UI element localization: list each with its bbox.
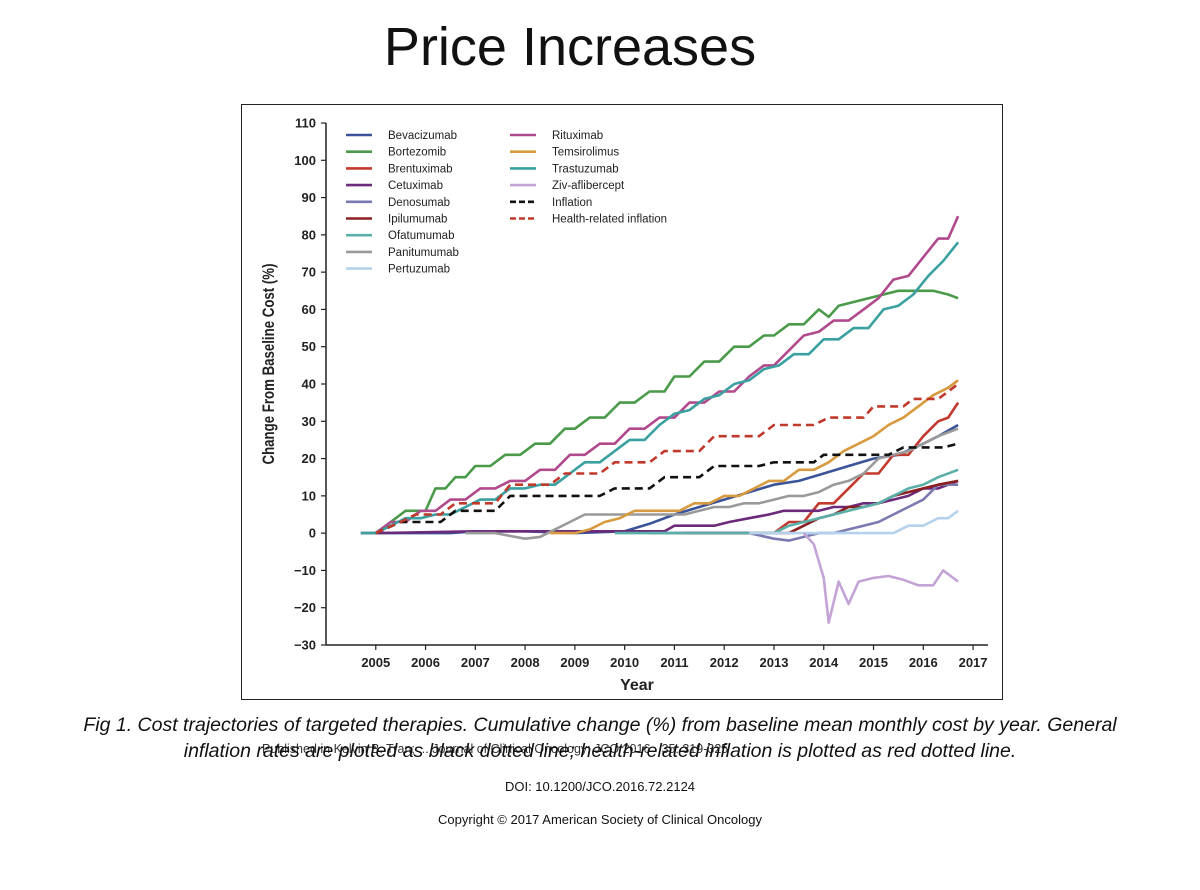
citation-overlay: Published in Kelvin B. Tran; ... Journal… (262, 742, 729, 756)
x-tick-label: 2015 (859, 655, 888, 670)
series-line-ofatumumab (614, 468, 959, 535)
y-tick-label: −30 (294, 638, 316, 653)
y-tick-label: −20 (294, 600, 316, 615)
legend-label: Bevacizumab (388, 130, 457, 142)
legend-label: Rituximab (552, 130, 603, 142)
figure-caption-line-2: inflation rates are plotted as black dot… (183, 740, 1017, 762)
y-tick-label: 80 (302, 227, 316, 242)
legend-label: Trastuzumab (552, 163, 619, 175)
y-tick-label: 10 (302, 488, 316, 503)
legend-label: Ziv-aflibercept (552, 180, 625, 192)
series-line-inflation (375, 442, 959, 535)
x-tick-label: 2011 (660, 655, 688, 670)
legend-label: Brentuximab (388, 163, 453, 175)
legend-label: Cetuximab (388, 180, 443, 192)
series-line-bevacizumab (375, 423, 959, 535)
series-line-rituximab (360, 215, 960, 535)
x-tick-label: 2012 (710, 655, 739, 670)
legend-label: Inflation (552, 197, 592, 209)
y-tick-label: 20 (302, 451, 316, 466)
x-tick-label: 2014 (809, 655, 839, 670)
line-chart: −30 −20 −10 0 10 20 30 40 50 60 70 80 90 100 110 2005 20… (260, 116, 988, 694)
y-tick-label: 0 (309, 526, 316, 541)
doi-text: DOI: 10.1200/JCO.2016.72.2124 (504, 779, 696, 794)
series-line-bortezomib (360, 289, 959, 535)
x-tick-label: 2005 (361, 655, 390, 670)
series-line-pertuzumab (749, 509, 959, 535)
legend-label: Ipilumumab (388, 214, 447, 226)
x-tick-label: 2017 (959, 655, 988, 670)
x-tick-label: 2008 (511, 655, 540, 670)
legend-label: Ofatumumab (388, 230, 454, 242)
legend-label: Health-related inflation (552, 214, 667, 226)
x-axis-title: Year (620, 677, 654, 694)
legend-label: Denosumab (388, 197, 450, 209)
series-line-trastuzumab (360, 241, 960, 535)
y-tick-label: −10 (294, 563, 316, 578)
y-tick-label: 70 (302, 265, 316, 280)
chart-frame: −30 −20 −10 0 10 20 30 40 50 60 70 80 90 100 110 2005 20… (241, 104, 1003, 700)
copyright-text: Copyright © 2017 American Society of Cli… (438, 812, 762, 827)
x-tick-label: 2006 (411, 655, 440, 670)
series-line-health-related-inflation (375, 382, 959, 535)
y-axis-title: Change From Baseline Cost (%) (260, 263, 279, 464)
y-tick-label: 110 (295, 116, 316, 131)
y-tick-label: 40 (302, 377, 316, 392)
y-tick-label: 90 (302, 190, 316, 205)
x-tick-label: 2010 (610, 655, 639, 670)
series-line-temsirolimus (550, 379, 959, 535)
slide-title: Price Increases (383, 17, 757, 77)
legend-label: Panitumumab (388, 247, 459, 259)
series-line-ziv-aflibercept (802, 532, 959, 624)
x-tick-label: 2016 (909, 655, 938, 670)
y-tick-label: 30 (302, 414, 316, 429)
legend-label: Bortezomib (388, 147, 446, 159)
legend-label: Temsirolimus (552, 147, 619, 159)
legend-label: Pertuzumab (388, 264, 450, 276)
x-tick-label: 2009 (560, 655, 589, 670)
x-tick-label: 2007 (461, 655, 490, 670)
y-tick-label: 60 (302, 302, 316, 317)
y-tick-label: 100 (294, 153, 316, 168)
series-line-panitumumab (465, 427, 959, 540)
y-tick-label: 50 (302, 339, 316, 354)
x-tick-label: 2013 (760, 655, 789, 670)
series-line-cetuximab (375, 479, 959, 535)
series-line-denosumab (649, 483, 959, 542)
figure-caption-line-1: Fig 1. Cost trajectories of targeted the… (83, 714, 1117, 736)
